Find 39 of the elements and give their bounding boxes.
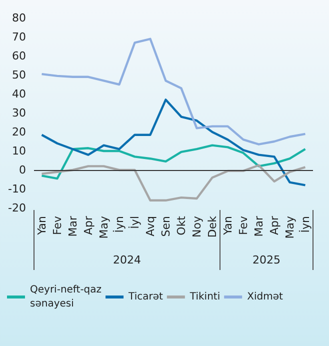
y-tick-label: 60 [12,50,26,62]
x-tick-label: Yan [35,216,48,236]
y-tick-label: -10 [8,182,26,196]
line-series [40,144,306,180]
x-tick-label: Okt [174,215,188,236]
legend-label: Ticarət [128,292,163,302]
y-tick-label: 10 [12,144,26,158]
x-tick-label: Apr [268,216,281,236]
legend-label: Tikinti [188,292,220,302]
y-tick-label: 80 [12,12,26,24]
x-tick-label: Avq [144,216,157,236]
legend-label: Qeyri-neft-qaz sənayesi [30,284,102,310]
x-tick-label: May [283,216,296,239]
y-tick-label: -20 [8,202,26,214]
x-tick-label: Dek [206,215,219,238]
x-tick-label: May [97,216,110,239]
legend-label: Xidmət [247,292,283,302]
x-tick-label: Mar [66,216,80,237]
y-tick-label: 70 [12,30,26,44]
x-tick-label: İyl [127,216,142,229]
x-tick-label: Mar [252,216,266,237]
x-tick-label: İyn [298,216,312,233]
y-tick-label: 30 [12,106,26,120]
line-series [40,164,306,202]
y-tick-label: 20 [12,126,26,138]
x-tick-label: Yan [221,216,234,236]
x-tick-label: İyn [112,216,126,233]
y-tick-label: 40 [12,88,26,100]
x-tick-label: Fev [236,216,250,236]
y-tick-label: 0 [19,164,26,176]
x-tick-label: Noy [190,216,204,238]
text: 2024 [113,254,141,266]
x-tick-label: Apr [82,216,95,236]
text: 2025 [252,254,280,266]
line-series [40,38,306,146]
x-tick-label: Sen [159,216,172,237]
y-tick-label: 50 [12,68,26,82]
x-tick-label: Fev [50,216,64,236]
line-series [40,98,306,186]
